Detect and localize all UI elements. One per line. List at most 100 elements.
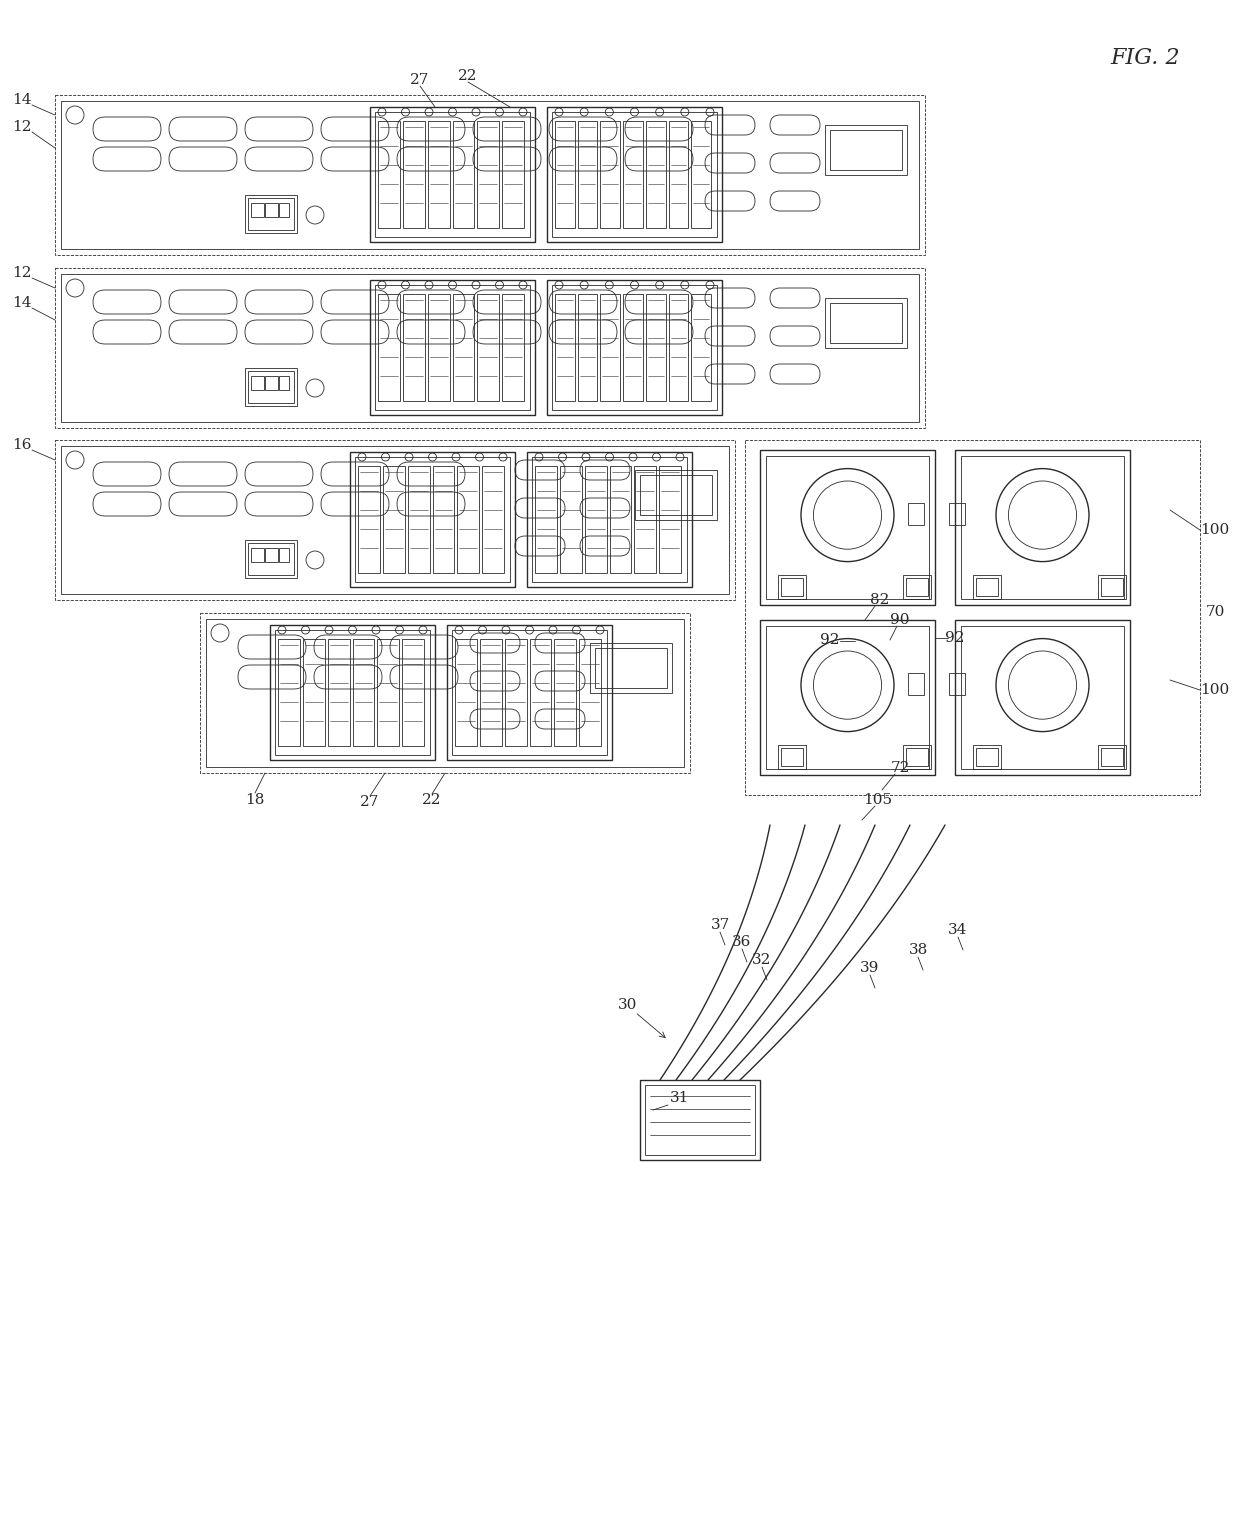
Bar — [370, 108, 534, 241]
Bar — [766, 455, 929, 598]
Bar — [1101, 747, 1123, 766]
Bar — [766, 626, 929, 769]
Bar — [352, 638, 374, 746]
Bar — [906, 578, 928, 597]
Bar — [265, 375, 278, 391]
Bar — [61, 274, 919, 421]
Bar — [760, 620, 935, 775]
Text: 12: 12 — [12, 266, 32, 280]
Bar — [502, 122, 525, 228]
Bar — [760, 451, 935, 604]
Text: 30: 30 — [619, 998, 637, 1012]
Bar — [745, 440, 1200, 795]
Bar — [383, 466, 404, 574]
Bar — [578, 122, 598, 228]
Bar — [480, 638, 502, 746]
Bar — [961, 626, 1123, 769]
Bar — [1101, 578, 1123, 597]
Bar — [903, 575, 931, 598]
Bar — [200, 614, 689, 774]
Text: 14: 14 — [12, 295, 32, 311]
Text: 100: 100 — [1200, 523, 1230, 537]
Bar — [453, 122, 475, 228]
Bar — [433, 466, 454, 574]
Bar — [270, 624, 435, 760]
Text: 82: 82 — [870, 594, 889, 608]
Bar — [248, 543, 294, 575]
Bar — [246, 540, 298, 578]
Bar — [777, 575, 806, 598]
Bar — [585, 466, 606, 574]
Bar — [55, 268, 925, 428]
Bar — [949, 503, 965, 524]
Bar — [455, 638, 477, 746]
Text: 16: 16 — [12, 438, 32, 452]
Bar — [635, 466, 656, 574]
Bar — [428, 122, 449, 228]
Bar — [534, 466, 557, 574]
Text: 12: 12 — [12, 120, 32, 134]
Text: 32: 32 — [753, 954, 771, 967]
Bar — [279, 548, 289, 561]
Bar — [482, 466, 503, 574]
Bar — [556, 294, 574, 401]
Bar — [246, 195, 298, 232]
Bar — [646, 294, 666, 401]
Text: 100: 100 — [1200, 683, 1230, 697]
Bar — [645, 1084, 755, 1155]
Text: 14: 14 — [12, 92, 32, 108]
Bar — [554, 638, 577, 746]
Text: 72: 72 — [890, 761, 910, 775]
Bar — [552, 285, 717, 411]
Bar — [248, 198, 294, 231]
Bar — [635, 471, 717, 520]
Bar — [830, 131, 901, 171]
Text: 27: 27 — [361, 795, 379, 809]
Bar — [624, 294, 642, 401]
Bar — [949, 674, 965, 695]
Bar — [55, 95, 925, 255]
Text: 38: 38 — [909, 943, 928, 957]
Bar — [976, 578, 998, 597]
Text: 31: 31 — [671, 1090, 689, 1104]
Text: 22: 22 — [423, 794, 441, 807]
Bar — [61, 102, 919, 249]
Bar — [403, 294, 424, 401]
Bar — [903, 744, 931, 769]
Bar — [781, 578, 804, 597]
Bar — [61, 446, 729, 594]
Bar — [600, 122, 620, 228]
Bar — [248, 371, 294, 403]
Bar — [265, 203, 278, 217]
Bar — [961, 455, 1123, 598]
Bar — [830, 303, 901, 343]
Bar — [825, 125, 906, 175]
Bar — [477, 122, 500, 228]
Bar — [55, 440, 735, 600]
Bar — [279, 375, 289, 391]
Bar — [350, 452, 515, 588]
Bar — [374, 285, 529, 411]
Bar — [358, 466, 379, 574]
Bar — [278, 638, 300, 746]
Bar — [600, 294, 620, 401]
Bar — [529, 638, 552, 746]
Bar — [973, 575, 1001, 598]
Bar — [547, 280, 722, 415]
Bar — [547, 108, 722, 241]
Text: 34: 34 — [949, 923, 967, 937]
Bar — [610, 466, 631, 574]
Bar — [668, 294, 688, 401]
Text: 22: 22 — [459, 69, 477, 83]
Bar — [275, 631, 430, 755]
Bar — [408, 466, 429, 574]
Bar — [265, 548, 278, 561]
Text: 27: 27 — [410, 72, 430, 88]
Bar — [377, 638, 399, 746]
Bar — [559, 466, 582, 574]
Bar — [955, 620, 1130, 775]
Bar — [777, 744, 806, 769]
Bar — [403, 122, 424, 228]
Bar — [279, 203, 289, 217]
Bar — [579, 638, 601, 746]
